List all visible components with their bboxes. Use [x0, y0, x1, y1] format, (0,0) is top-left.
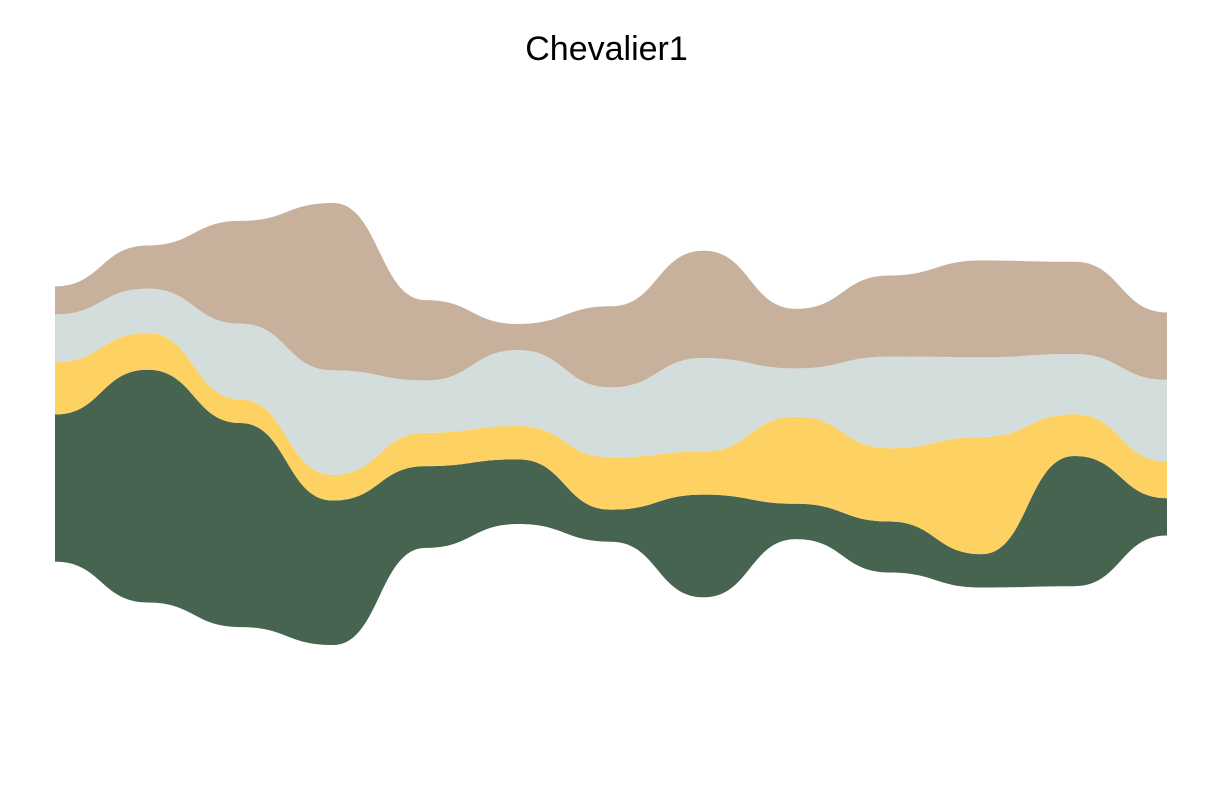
stream-layer-3 — [55, 288, 1167, 476]
chart-title: Chevalier1 — [525, 30, 688, 68]
stream-layer-4 — [55, 202, 1167, 388]
stream-layer-1 — [55, 369, 1167, 646]
stream-layer-2 — [55, 333, 1167, 555]
stream-layers — [55, 202, 1167, 646]
